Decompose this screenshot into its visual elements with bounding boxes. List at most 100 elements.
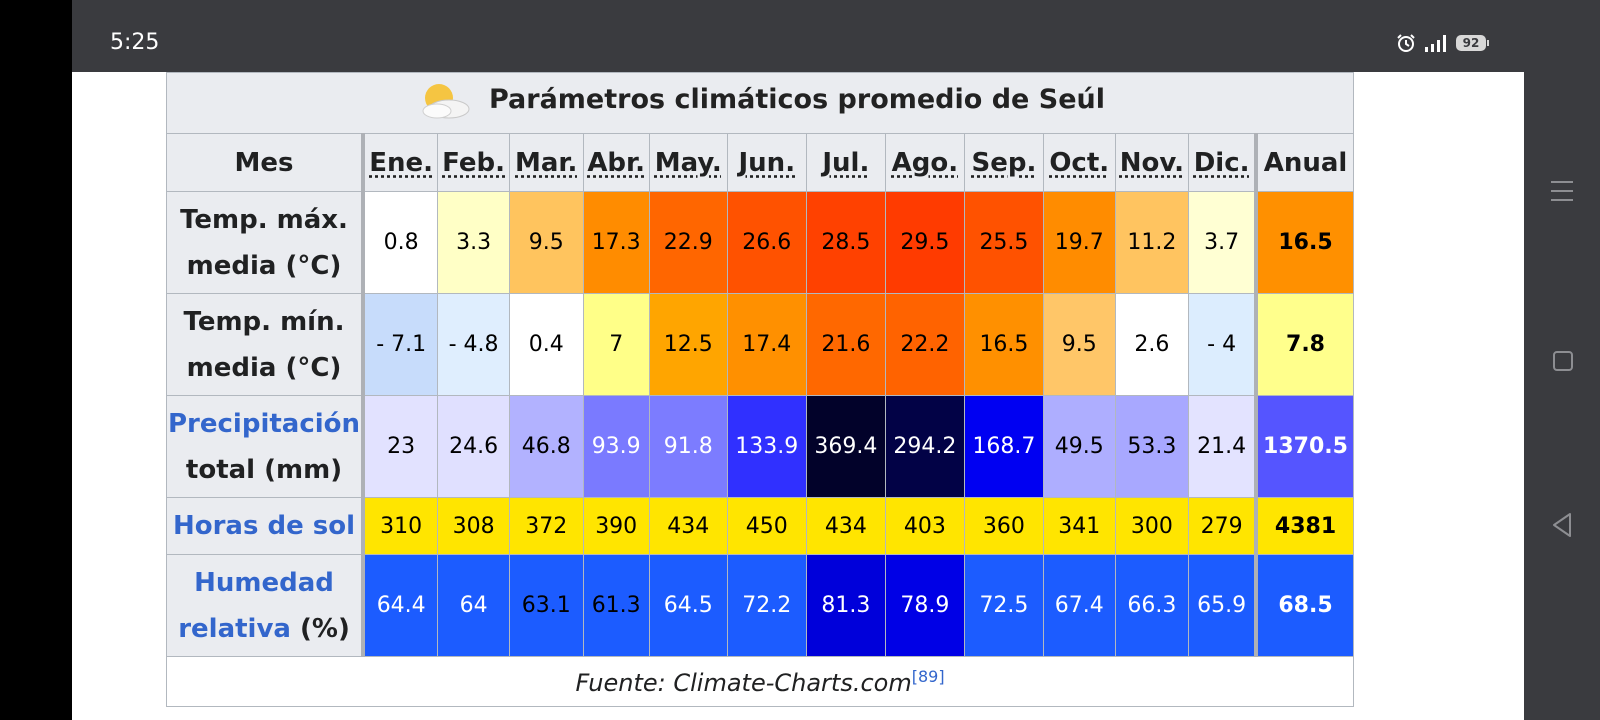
- header-label: Mes: [166, 133, 364, 192]
- month-header: Sep.: [963, 133, 1044, 192]
- alarm-icon: [1397, 34, 1415, 52]
- month-value-cell: 72.2: [726, 554, 807, 657]
- month-abbr[interactable]: Jun.: [738, 147, 796, 178]
- month-abbr[interactable]: Nov.: [1119, 147, 1185, 178]
- month-value-cell: 91.8: [648, 395, 728, 498]
- month-abbr[interactable]: May.: [654, 147, 722, 178]
- month-header: Oct.: [1042, 133, 1116, 192]
- table-row: Precipitación total (mm) 23 24.6 46.8 93.9 91.…: [166, 395, 1355, 498]
- row-label-link[interactable]: Precipitación: [168, 408, 361, 439]
- month-value-cell: 279: [1188, 497, 1257, 555]
- month-value-cell: 9.5: [508, 191, 584, 294]
- month-value-cell: 12.5: [648, 293, 728, 396]
- month-header: Abr.: [582, 133, 650, 192]
- month-header: Jun.: [726, 133, 807, 192]
- month-abbr[interactable]: Ago.: [891, 147, 959, 178]
- month-value-cell: 29.5: [884, 191, 965, 294]
- month-header-row: Mes Ene. Feb. Mar. Abr. May. Jun. Jul. Ago. Sep.…: [166, 133, 1355, 192]
- month-value-cell: 17.3: [582, 191, 650, 294]
- menu-icon[interactable]: [1550, 180, 1574, 202]
- table-title: Parámetros climáticos promedio de Seúl: [488, 84, 1105, 115]
- month-value-cell: 23: [361, 395, 439, 498]
- month-abbr[interactable]: Sep.: [971, 147, 1037, 178]
- month-value-cell: 3.7: [1188, 191, 1257, 294]
- month-header: Nov.: [1114, 133, 1190, 192]
- month-value-cell: 81.3: [805, 554, 886, 657]
- home-square-icon[interactable]: [1552, 350, 1574, 372]
- month-abbr[interactable]: Abr.: [587, 147, 646, 178]
- month-value-cell: 67.4: [1042, 554, 1116, 657]
- month-header: Mar.: [508, 133, 584, 192]
- row-label: Temp. mín. media (°C): [166, 293, 364, 396]
- month-value-cell: 300: [1114, 497, 1190, 555]
- month-header: Ago.: [884, 133, 965, 192]
- month-abbr[interactable]: Feb.: [442, 147, 506, 178]
- annual-header: Anual: [1254, 133, 1355, 192]
- month-value-cell: 19.7: [1042, 191, 1116, 294]
- month-value-cell: 434: [805, 497, 886, 555]
- month-value-cell: 9.5: [1042, 293, 1116, 396]
- month-value-cell: 3.3: [437, 191, 510, 294]
- month-value-cell: 22.9: [648, 191, 728, 294]
- month-abbr[interactable]: Mar.: [515, 147, 578, 178]
- month-value-cell: 434: [648, 497, 728, 555]
- month-value-cell: 390: [582, 497, 650, 555]
- month-value-cell: 28.5: [805, 191, 886, 294]
- month-value-cell: 78.9: [884, 554, 965, 657]
- month-value-cell: 310: [361, 497, 439, 555]
- month-value-cell: 61.3: [582, 554, 650, 657]
- annual-value-cell: 1370.5: [1254, 395, 1355, 498]
- month-value-cell: 133.9: [726, 395, 807, 498]
- row-label: Temp. máx. media (°C): [166, 191, 364, 294]
- month-value-cell: 2.6: [1114, 293, 1190, 396]
- month-value-cell: 72.5: [963, 554, 1044, 657]
- month-value-cell: 0.8: [361, 191, 439, 294]
- battery-icon: 92: [1456, 35, 1489, 51]
- row-label-link[interactable]: Humedad: [194, 567, 334, 598]
- left-black-bar: [0, 0, 72, 720]
- month-value-cell: 24.6: [437, 395, 510, 498]
- month-abbr[interactable]: Jul.: [822, 147, 870, 178]
- row-label-link[interactable]: Horas de sol: [172, 511, 356, 541]
- row-label-text: (%): [290, 613, 350, 644]
- table-row: Horas de sol 310 308 372 390 434 450 434 403 360 3…: [166, 497, 1355, 555]
- month-value-cell: 49.5: [1042, 395, 1116, 498]
- row-label-text: total (mm): [185, 454, 343, 485]
- month-value-cell: 16.5: [963, 293, 1044, 396]
- month-value-cell: - 7.1: [361, 293, 439, 396]
- month-value-cell: 11.2: [1114, 191, 1190, 294]
- row-label-link[interactable]: relativa: [178, 613, 291, 644]
- month-value-cell: 308: [437, 497, 510, 555]
- month-value-cell: 360: [963, 497, 1044, 555]
- month-value-cell: 369.4: [805, 395, 886, 498]
- month-abbr[interactable]: Ene.: [369, 147, 434, 178]
- source-reference-link[interactable]: [89]: [911, 666, 945, 686]
- month-value-cell: 17.4: [726, 293, 807, 396]
- month-value-cell: 63.1: [508, 554, 584, 657]
- partly-cloudy-icon: [422, 83, 470, 118]
- row-label-text: media (°C): [186, 250, 342, 281]
- table-caption: Parámetros climáticos promedio de Seúl: [166, 72, 1354, 134]
- month-value-cell: 25.5: [963, 191, 1044, 294]
- month-value-cell: 22.2: [884, 293, 965, 396]
- back-triangle-icon[interactable]: [1551, 512, 1573, 538]
- status-time: 5:25: [110, 30, 160, 55]
- month-value-cell: 450: [726, 497, 807, 555]
- month-value-cell: 53.3: [1114, 395, 1190, 498]
- month-value-cell: 93.9: [582, 395, 650, 498]
- month-value-cell: 65.9: [1188, 554, 1257, 657]
- row-label: Horas de sol: [166, 497, 364, 555]
- signal-icon: [1425, 35, 1446, 52]
- row-label: Precipitación total (mm): [166, 395, 364, 498]
- annual-value-cell: 68.5: [1254, 554, 1355, 657]
- month-header: Ene.: [361, 133, 439, 192]
- month-value-cell: 7: [582, 293, 650, 396]
- month-value-cell: - 4.8: [437, 293, 510, 396]
- month-header: Jul.: [805, 133, 886, 192]
- month-value-cell: - 4: [1188, 293, 1257, 396]
- month-value-cell: 21.6: [805, 293, 886, 396]
- month-abbr[interactable]: Oct.: [1049, 147, 1110, 178]
- source-note: Fuente: Climate-Charts.com[89]: [166, 656, 1354, 707]
- month-abbr[interactable]: Dic.: [1193, 147, 1250, 178]
- month-header: Dic.: [1188, 133, 1257, 192]
